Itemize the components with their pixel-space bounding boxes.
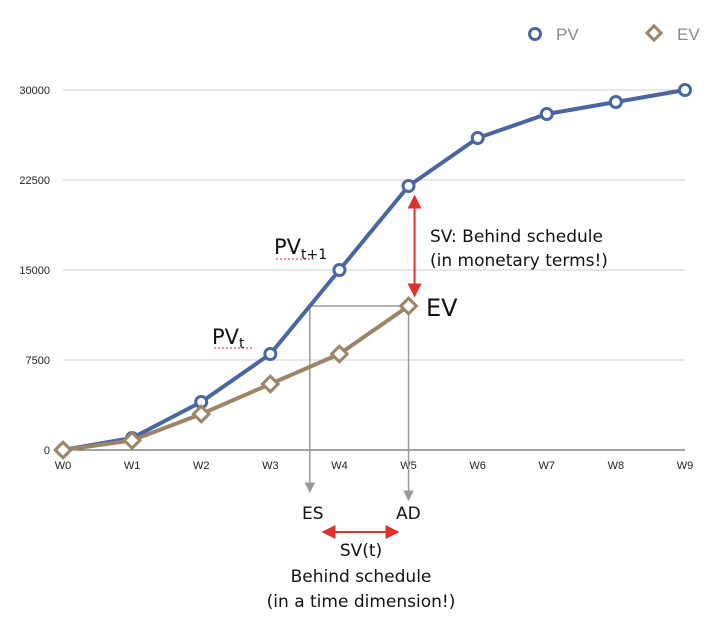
y-axis-ticks: 0 7500 15000 22500 30000 — [19, 85, 50, 457]
pv-t1-base: PV — [274, 235, 302, 259]
ev-point — [122, 430, 143, 451]
ev-point — [191, 404, 212, 424]
ev-point — [329, 344, 350, 364]
x-tick-label: W1 — [124, 460, 141, 472]
x-tick-label: W8 — [608, 460, 625, 472]
es-label: ES — [302, 504, 324, 524]
x-tick-label: W0 — [55, 460, 72, 472]
ev-point — [260, 374, 281, 394]
legend-pv-label: PV — [556, 25, 579, 44]
y-tick-label: 22500 — [19, 175, 50, 187]
legend: PV EV — [528, 23, 700, 44]
pv-t1-sub: t+1 — [301, 247, 327, 263]
ev-point — [398, 296, 419, 316]
sv-time-line3: (in a time dimension!) — [267, 592, 456, 612]
y-tick-label: 30000 — [19, 85, 50, 97]
x-tick-label: W4 — [331, 460, 348, 472]
pv-point — [539, 107, 554, 121]
series-line-ev — [62, 304, 410, 452]
pv-point — [263, 347, 278, 361]
sv-money-line1: SV: Behind schedule — [430, 227, 603, 247]
legend-pv-marker — [528, 27, 542, 41]
x-tick-label: W3 — [262, 460, 279, 472]
pv-t1-label: PVt+1 — [274, 235, 327, 263]
x-tick-label: W2 — [193, 460, 210, 472]
pv-t-base: PV — [212, 325, 240, 349]
variance-arrows — [321, 194, 422, 539]
gridlines — [63, 89, 685, 451]
pv-point — [470, 131, 485, 145]
y-tick-label: 0 — [44, 445, 50, 457]
sv-time-line1: SV(t) — [340, 541, 382, 561]
pv-point — [678, 83, 692, 97]
series-layer — [53, 83, 692, 460]
legend-ev-marker — [644, 23, 664, 43]
annotations: PVt PVt+1 EV SV: Behind schedule (in mon… — [212, 227, 608, 612]
pv-point — [332, 263, 347, 277]
sv-time-line2: Behind schedule — [291, 567, 432, 587]
x-tick-label: W6 — [469, 460, 486, 472]
pv-t-sub: t — [239, 336, 245, 352]
pv-t-label: PVt — [212, 325, 245, 352]
y-tick-label: 15000 — [19, 265, 50, 277]
x-tick-label: W7 — [539, 460, 556, 472]
legend-ev-label: EV — [677, 25, 700, 44]
x-tick-label: W9 — [677, 460, 694, 472]
schedule-guides — [304, 305, 414, 502]
pv-point — [608, 95, 623, 109]
x-axis-ticks: W0W1W2W3W4W5W6W7W8W9 — [55, 460, 694, 472]
ad-label: AD — [396, 504, 421, 524]
pv-point — [401, 179, 416, 193]
y-tick-label: 7500 — [26, 355, 50, 367]
series-line-pv — [62, 88, 686, 452]
ev-point-label: EV — [426, 294, 458, 322]
sv-money-line2: (in monetary terms!) — [430, 251, 608, 271]
ev-point — [53, 440, 73, 460]
